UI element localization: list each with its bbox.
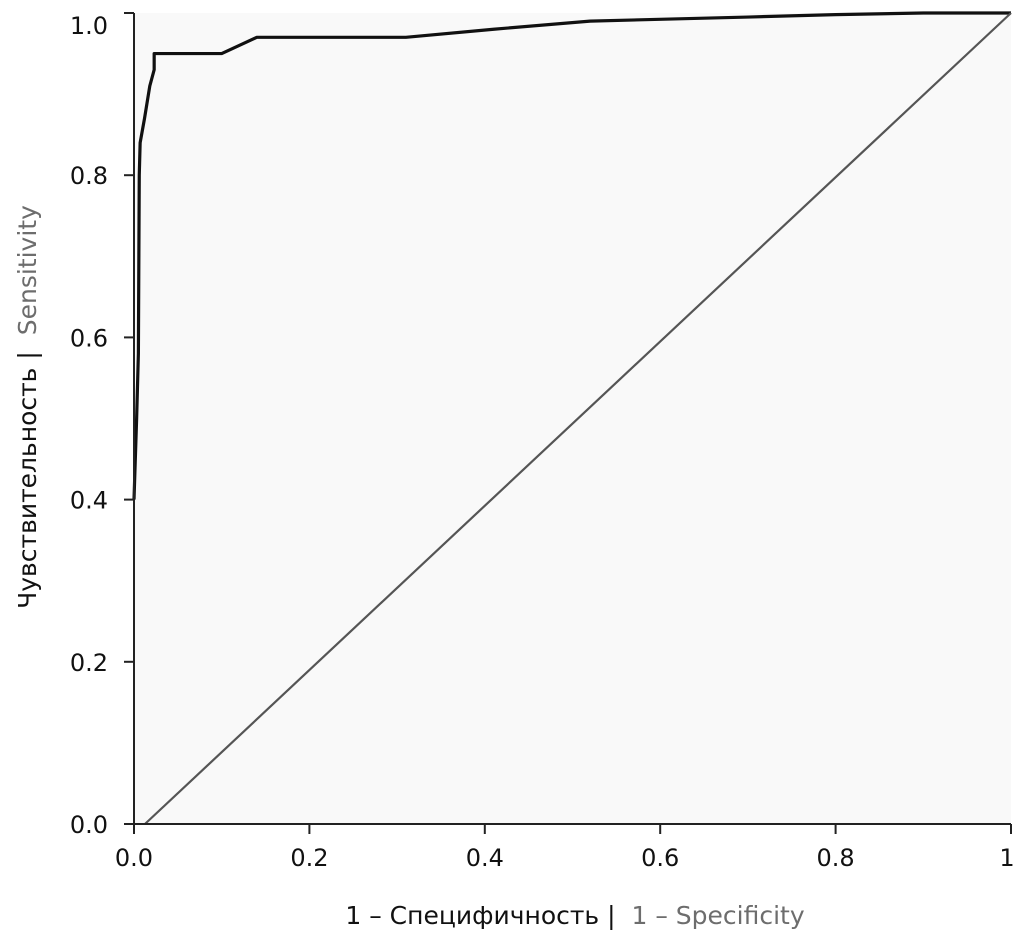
axes-group	[133, 13, 1011, 825]
roc-curve-line	[132, 11, 1011, 500]
x-tick-label: 0.2	[290, 844, 328, 872]
x-axis-title-secondary: 1 – Specificity	[632, 901, 805, 930]
series-group	[132, 11, 1012, 825]
reference-diagonal-line	[144, 12, 1012, 825]
y-axis-title-secondary: Sensitivity	[13, 205, 42, 335]
tick-group: 0.0 0.2 0.4 0.6 0.8 1 0.0 0.2 0.4 0.6 0.8 1.0	[70, 12, 1015, 872]
y-tick-label: 0.2	[70, 649, 108, 677]
y-tick-label: 0.0	[70, 811, 108, 839]
y-tick-label: 1.0	[70, 12, 108, 40]
y-tick-label: 0.6	[70, 324, 108, 352]
x-tick-label: 0.0	[115, 844, 153, 872]
x-axis-title: 1 – Специфичность | 1 – Specificity	[345, 901, 805, 930]
y-tick-label: 0.4	[70, 487, 108, 515]
plot-area	[134, 13, 1011, 824]
x-axis-title-primary: 1 – Специфичность |	[345, 901, 615, 930]
x-tick-label: 0.8	[817, 844, 855, 872]
x-tick-label: 1	[999, 844, 1014, 872]
y-tick-label: 0.8	[70, 162, 108, 190]
y-axis-title-primary: Чувствительность |	[13, 351, 42, 609]
x-tick-label: 0.6	[641, 844, 679, 872]
y-axis-title: Чувствительность | Sensitivity	[13, 205, 42, 609]
x-tick-label: 0.4	[466, 844, 504, 872]
